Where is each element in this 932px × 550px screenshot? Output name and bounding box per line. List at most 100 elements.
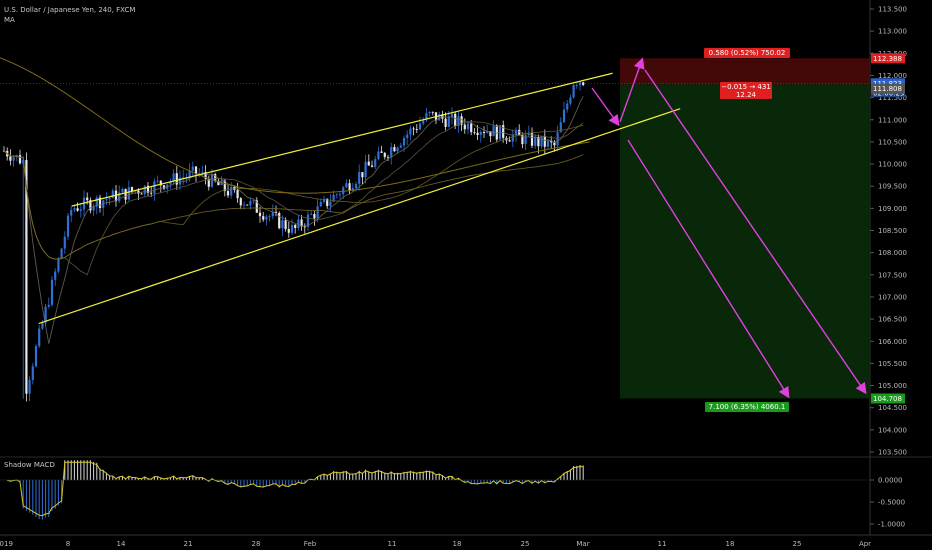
candle-body xyxy=(255,200,258,213)
candle-body xyxy=(214,174,217,181)
macd-tick-label: -1.0000 xyxy=(878,521,905,529)
candle-body xyxy=(95,197,98,207)
candle-body xyxy=(252,200,255,202)
price-tick-label: 111.000 xyxy=(878,116,907,124)
candle-body xyxy=(313,213,316,219)
candle-body xyxy=(518,129,521,136)
time-tick-label: 18 xyxy=(726,540,735,548)
candle-body xyxy=(18,155,22,164)
candle-body xyxy=(274,211,278,213)
candle-body xyxy=(473,132,476,133)
candle-body xyxy=(86,197,89,201)
candle-body xyxy=(137,190,140,194)
current-price-tag xyxy=(871,78,905,89)
projection-arrow-long-left xyxy=(627,139,790,399)
candle-body xyxy=(393,147,396,152)
time-tick-label: 11 xyxy=(658,540,667,548)
candle-body xyxy=(425,113,428,121)
candle-body xyxy=(118,192,121,202)
candle-body xyxy=(284,220,287,230)
candle-body xyxy=(194,166,198,175)
price-tick-label: 109.500 xyxy=(878,183,907,191)
candle-body xyxy=(438,114,441,121)
candle-body xyxy=(470,123,473,133)
moving-average-line xyxy=(3,96,584,344)
candle-body xyxy=(377,151,380,160)
candle-body xyxy=(335,194,338,196)
candle-body xyxy=(476,132,479,136)
target-zone xyxy=(620,84,870,399)
candle-body xyxy=(63,236,66,249)
candle-body xyxy=(44,306,47,323)
candle-body xyxy=(540,136,543,147)
candle-body xyxy=(34,346,38,367)
candle-body xyxy=(543,136,546,147)
candle-body xyxy=(57,258,60,272)
candle-body xyxy=(463,124,466,130)
candle-body xyxy=(9,156,12,161)
projection-arrow-long-right xyxy=(644,69,867,395)
candle-body xyxy=(402,138,406,146)
macd-histogram xyxy=(6,460,584,520)
candle-body xyxy=(383,152,386,157)
target-price-tag xyxy=(871,393,905,404)
price-tick-label: 108.000 xyxy=(878,249,907,257)
candle-body xyxy=(386,156,390,158)
time-tick-label: 8 xyxy=(66,540,70,548)
candle-body xyxy=(374,159,377,167)
candle-body xyxy=(150,192,153,194)
candle-body xyxy=(249,200,252,206)
projection-arrow-up xyxy=(619,57,645,123)
candle-body xyxy=(111,190,114,199)
symbol-title: U.S. Dollar / Japanese Yen, 240, FXCM xyxy=(4,6,136,14)
time-tick-label: 25 xyxy=(521,540,530,548)
stop-loss-label-text: 0.580 (0.52%) 750.02 xyxy=(709,49,786,57)
candle-body xyxy=(575,85,578,86)
candle-body xyxy=(553,142,556,146)
macd-panel-label: Shadow MACD xyxy=(4,461,55,469)
candle-body xyxy=(124,188,127,200)
candle-body xyxy=(143,185,146,195)
macd-tick-label: -0.5000 xyxy=(878,499,905,507)
candle-body xyxy=(156,180,159,182)
candle-body xyxy=(342,187,345,195)
moving-average-line xyxy=(3,121,584,276)
time-tick-label: 2019 xyxy=(0,540,13,548)
candle-body xyxy=(396,147,399,152)
price-tick-label: 104.500 xyxy=(878,404,907,412)
candle-body xyxy=(566,103,569,110)
price-tick-label: 106.500 xyxy=(878,316,907,324)
candle-body xyxy=(89,200,92,211)
candle-body xyxy=(511,135,514,142)
candle-body xyxy=(38,328,41,347)
candle-body xyxy=(290,224,294,233)
candle-body xyxy=(162,185,166,189)
candle-body xyxy=(246,204,249,206)
price-tick-label: 104.000 xyxy=(878,426,907,434)
candle-body xyxy=(546,140,550,147)
candle-body xyxy=(406,134,409,139)
candle-body xyxy=(79,209,82,211)
candle-body xyxy=(73,208,76,211)
candle-body xyxy=(300,219,303,227)
candle-body xyxy=(326,198,329,207)
candle-body xyxy=(146,185,150,193)
price-tick-label: 106.000 xyxy=(878,338,907,346)
candle-body xyxy=(242,204,246,206)
candle-body xyxy=(281,220,284,229)
moving-average-line xyxy=(3,124,584,260)
macd-signal-line xyxy=(7,461,584,517)
candle-body xyxy=(524,135,527,145)
candle-body xyxy=(127,187,130,200)
candle-body xyxy=(188,170,191,178)
ma-indicator-label: MA xyxy=(4,16,15,24)
candle-body xyxy=(534,136,537,146)
candle-body xyxy=(105,199,108,201)
candle-body xyxy=(236,189,239,199)
candle-body xyxy=(316,206,319,219)
candle-body xyxy=(92,206,95,211)
candle-body xyxy=(569,97,572,104)
candle-body xyxy=(204,172,207,179)
candle-body xyxy=(466,123,470,130)
